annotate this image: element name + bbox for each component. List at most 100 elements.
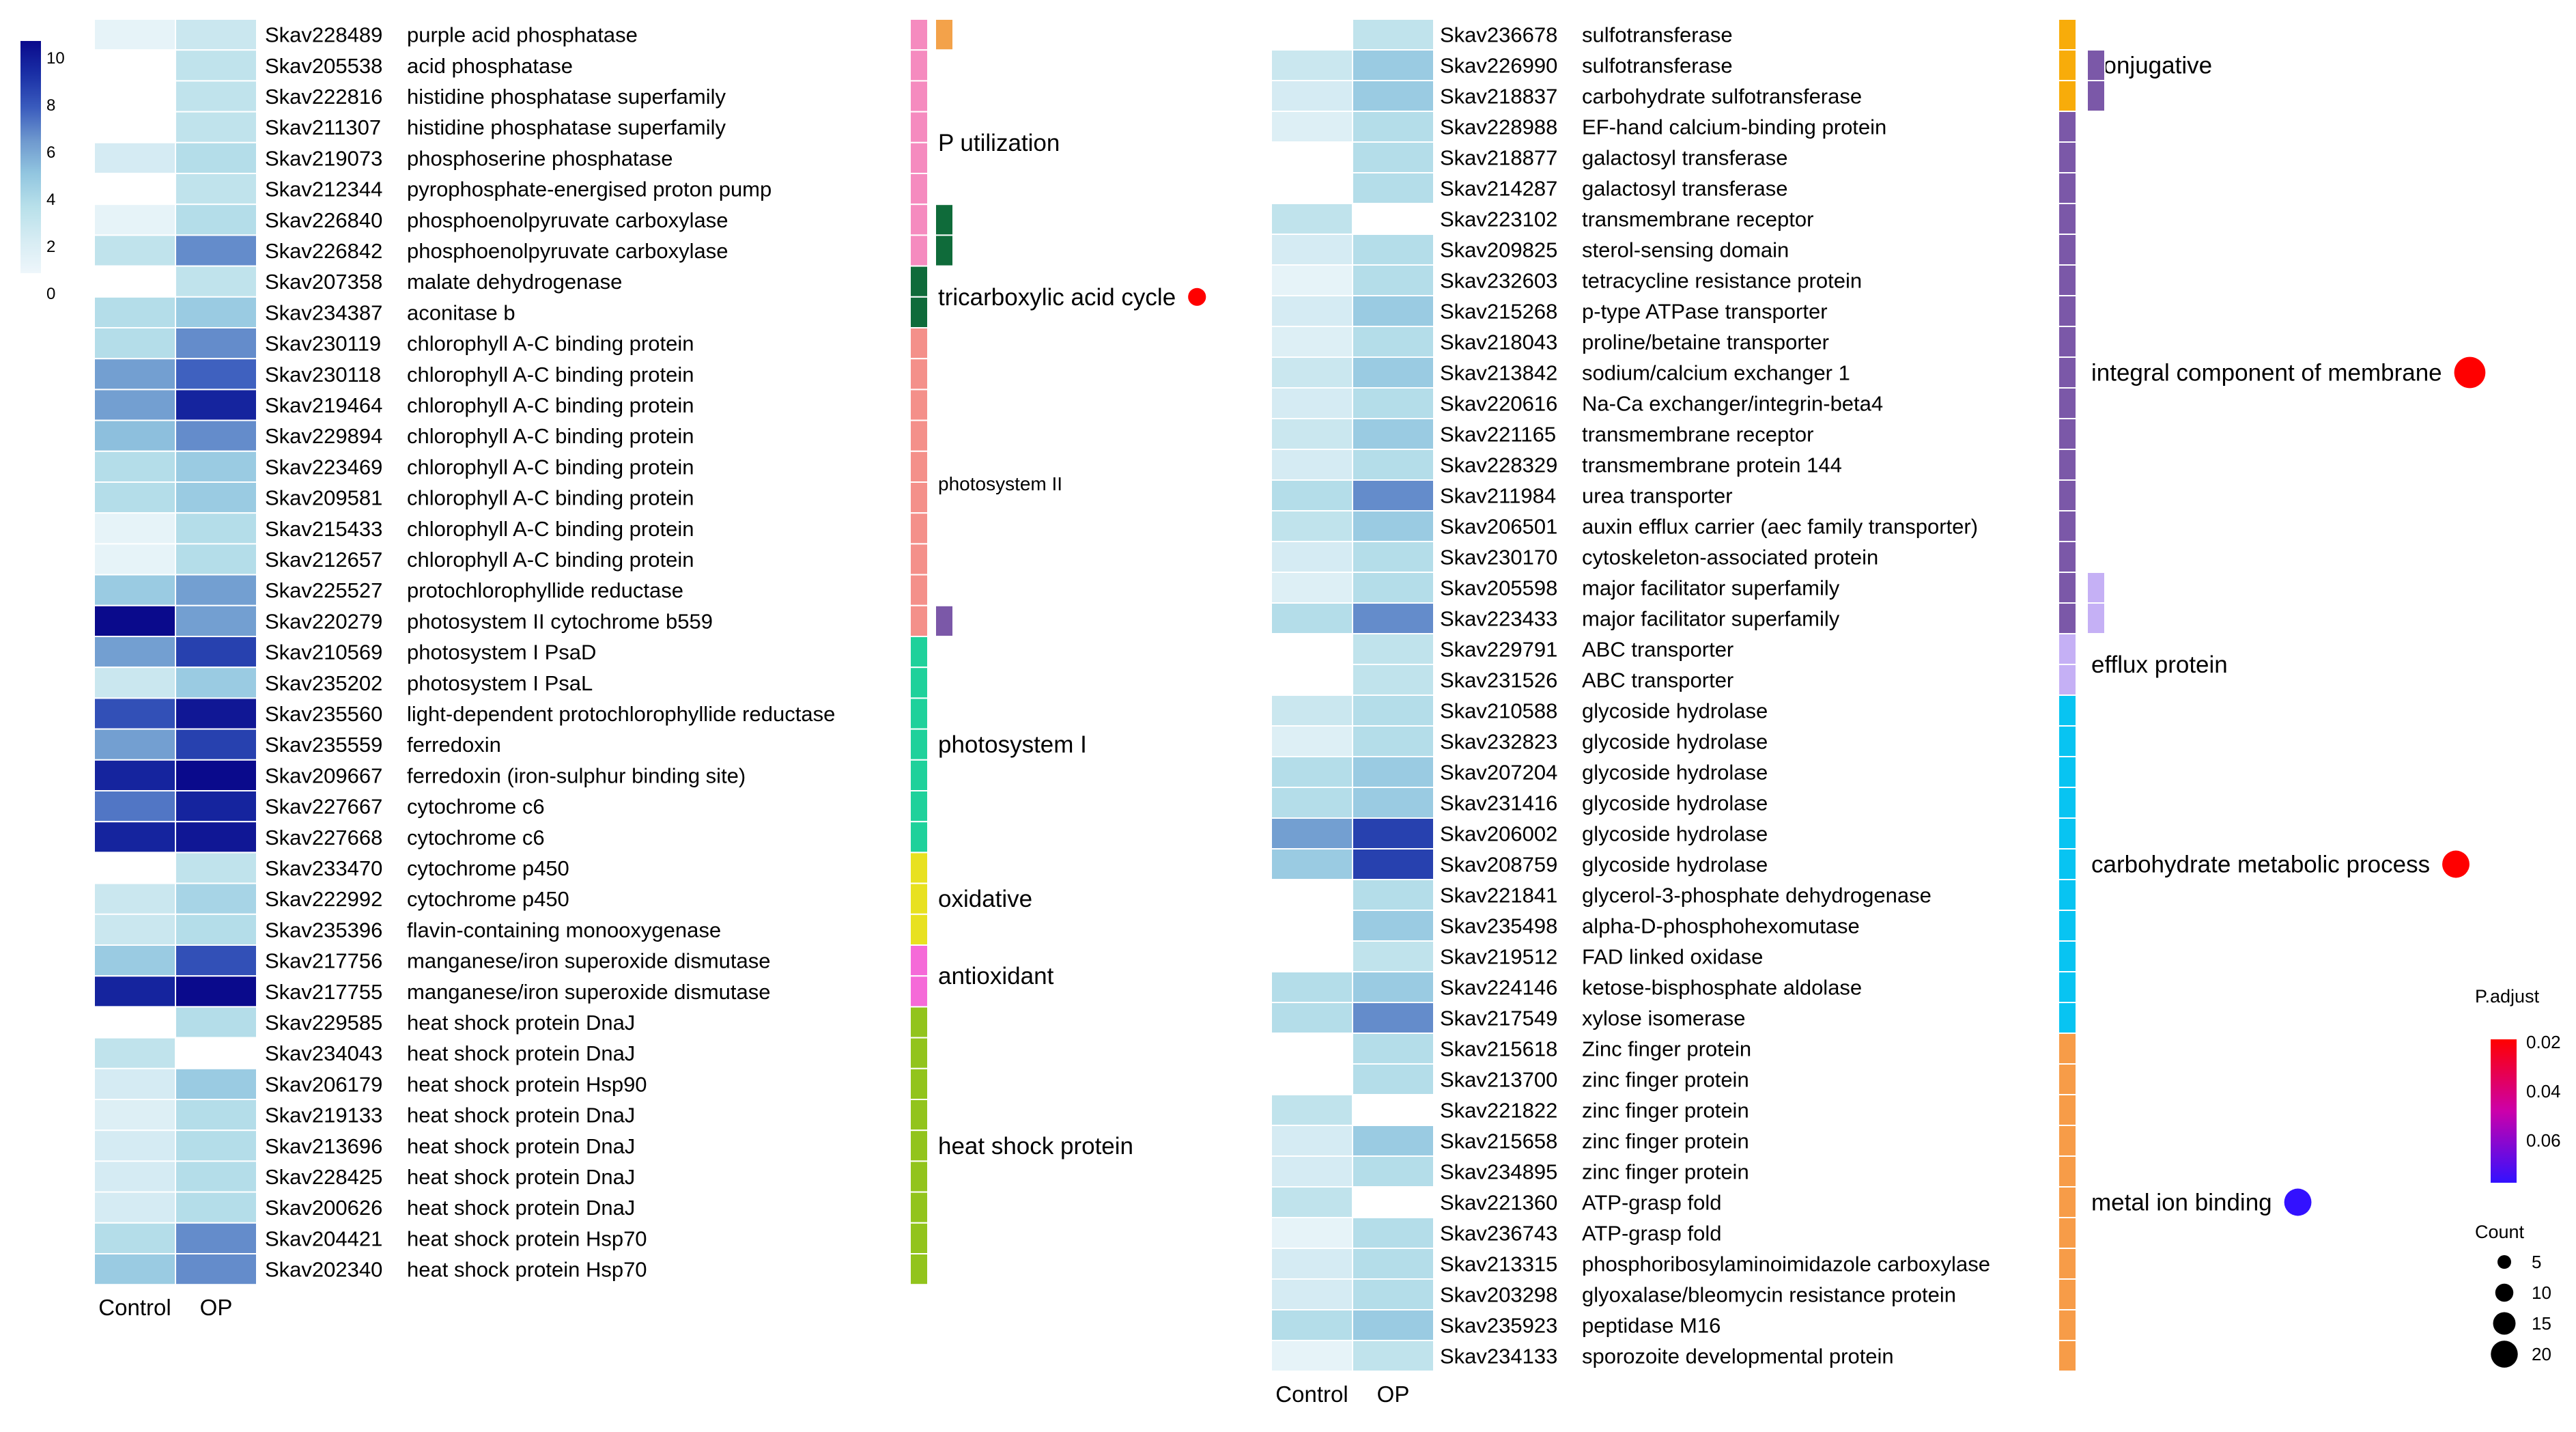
gene-description-label: zinc finger protein xyxy=(1582,1160,1749,1184)
category-annotation-cell xyxy=(2058,264,2077,296)
heatmap-cell-op xyxy=(175,1067,257,1101)
p-adjust-tick: 0.06 xyxy=(2526,1130,2561,1151)
heatmap-cell-op xyxy=(175,419,257,452)
gene-description-label: cytoskeleton-associated protein xyxy=(1582,546,1878,570)
gene-id-label: Skav213842 xyxy=(1440,361,1557,385)
heatmap-cell-control xyxy=(94,1160,176,1193)
category-annotation-cell xyxy=(909,543,929,576)
heatmap-cell-op xyxy=(175,1191,257,1224)
gene-description-label: photosystem I PsaD xyxy=(407,641,596,664)
heatmap-cell-control xyxy=(94,759,176,792)
gene-id-label: Skav235559 xyxy=(265,733,382,757)
gene-id-label: Skav202340 xyxy=(265,1258,382,1282)
category-annotation-cell xyxy=(2058,387,2077,419)
heatmap-cell-control xyxy=(94,141,176,175)
gene-id-label: Skav235202 xyxy=(265,671,382,695)
heatmap-cell-op xyxy=(1352,172,1434,204)
category-label: tricarboxylic acid cycle xyxy=(938,284,1176,311)
heatmap-cell-control xyxy=(1271,1248,1353,1280)
category-annotation-cell xyxy=(2058,295,2077,327)
heatmap-cell-control xyxy=(94,852,176,884)
heatmap-cell-op xyxy=(175,296,257,328)
category-annotation-cell xyxy=(909,697,929,730)
heatmap-cell-control xyxy=(94,1222,176,1255)
gene-description-label: ketose-bisphosphate aldolase xyxy=(1582,976,1862,1000)
heatmap-cell-op xyxy=(175,327,257,360)
gene-description-label: ferredoxin (iron-sulphur binding site) xyxy=(407,763,746,787)
category-annotation-cell xyxy=(2058,141,2077,173)
heatmap-cell-control xyxy=(94,265,176,298)
heatmap-cell-control xyxy=(1271,848,1353,880)
heatmap-cell-op xyxy=(1352,141,1434,173)
heatmap-cell-control xyxy=(94,1006,176,1039)
heatmap-cell-op xyxy=(1352,664,1434,696)
category-annotation-cell xyxy=(2058,326,2077,358)
gene-id-label: Skav228489 xyxy=(265,23,382,47)
heatmap-panel-right: Skav236678 sulfotransferase Skav226990 sulf… xyxy=(1271,18,2486,1407)
enrichment-dot xyxy=(2442,850,2469,878)
gene-id-label: Skav230119 xyxy=(265,332,381,356)
heatmap-cell-op xyxy=(1352,1217,1434,1249)
heatmap-cell-control xyxy=(1271,910,1353,942)
gene-description-label: purple acid phosphatase xyxy=(407,23,638,47)
heatmap-cell-control xyxy=(94,697,176,730)
p-adjust-tick: 0.04 xyxy=(2526,1081,2561,1101)
gene-description-label: glycoside hydrolase xyxy=(1582,699,1768,723)
gene-id-label: Skav212344 xyxy=(265,178,382,201)
column-label-op: OP xyxy=(200,1295,233,1320)
gene-description-label: cytochrome c6 xyxy=(407,826,545,850)
category-annotation-cell xyxy=(909,944,929,977)
heatmap-cell-op xyxy=(1352,541,1434,573)
gene-id-label: Skav215658 xyxy=(1440,1129,1557,1153)
gene-description-label: phosphoribosylaminoimidazole carboxylase xyxy=(1582,1252,1990,1276)
heatmap-cell-control xyxy=(94,173,176,206)
heatmap-cell-op xyxy=(175,759,257,792)
heatmap-cell-op xyxy=(175,358,257,391)
gene-id-label: Skav206002 xyxy=(1440,822,1557,846)
heatmap-cell-control xyxy=(94,666,176,699)
gene-id-label: Skav221165 xyxy=(1440,423,1556,447)
gene-id-label: Skav215618 xyxy=(1440,1037,1557,1061)
heatmap-cell-op xyxy=(175,234,257,267)
heatmap-cell-op xyxy=(175,852,257,884)
gene-id-label: Skav218043 xyxy=(1440,331,1557,354)
gene-id-label: Skav221822 xyxy=(1440,1099,1557,1123)
p-adjust-tick: 0.02 xyxy=(2526,1032,2561,1052)
gene-id-label: Skav218837 xyxy=(1440,85,1557,109)
count-legend-label: 15 xyxy=(2532,1313,2551,1334)
heatmap-cell-control xyxy=(1271,295,1353,327)
heatmap-cell-op xyxy=(175,666,257,699)
category-annotation-cell xyxy=(2058,510,2077,542)
heatmap-cell-op xyxy=(1352,725,1434,757)
gene-id-label: Skav213315 xyxy=(1440,1252,1557,1276)
gene-description-label: auxin efflux carrier (aec family transpo… xyxy=(1582,515,1978,539)
category-annotation-cell xyxy=(909,1129,929,1162)
heatmap-cell-control xyxy=(94,975,176,1008)
category-annotation-cell xyxy=(909,759,929,792)
gene-id-label: Skav219073 xyxy=(265,146,382,170)
gene-description-label: heat shock protein DnaJ xyxy=(407,1011,635,1035)
gene-description-label: cytochrome p450 xyxy=(407,856,569,880)
gene-id-label: Skav217756 xyxy=(265,949,382,973)
gene-id-label: Skav204421 xyxy=(265,1226,382,1250)
heatmap-cell-control xyxy=(1271,664,1353,696)
heatmap-cell-control xyxy=(94,604,176,637)
category-annotation-cell xyxy=(935,203,954,236)
category-annotation-cell xyxy=(2086,572,2106,604)
heatmap-cell-control xyxy=(94,389,176,421)
color-scale-tick: 0 xyxy=(46,285,55,303)
category-annotation-cell xyxy=(2086,602,2106,634)
heatmap-cell-control xyxy=(94,512,176,545)
gene-id-label: Skav223102 xyxy=(1440,208,1557,231)
heatmap-cell-op xyxy=(1352,971,1434,1003)
heatmap-cell-op xyxy=(1352,449,1434,481)
category-label: heat shock protein xyxy=(938,1133,1133,1160)
gene-description-label: proline/betaine transporter xyxy=(1582,331,1829,354)
gene-description-label: urea transporter xyxy=(1582,484,1733,508)
heatmap-cell-control xyxy=(1271,111,1353,143)
heatmap-cell-op xyxy=(1352,1033,1434,1065)
category-annotation-cell xyxy=(2058,817,2077,850)
gene-id-label: Skav217549 xyxy=(1440,1007,1557,1030)
gene-id-label: Skav222816 xyxy=(265,85,382,109)
heatmap-cell-op xyxy=(175,821,257,854)
